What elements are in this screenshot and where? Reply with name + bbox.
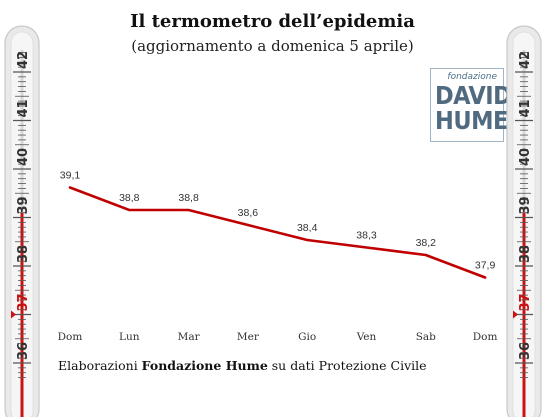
data-label: 39,1 (60, 170, 81, 182)
thermometer-left: 36 37 38 39 40 41 42 (4, 25, 40, 417)
thermometer-scale-label: 37 (16, 293, 31, 311)
data-label: 38,8 (119, 192, 140, 204)
thermometer-scale-label: 36 (518, 342, 533, 360)
series-line (68, 186, 487, 279)
data-label: 37,9 (475, 260, 496, 272)
source-credit: Elaborazioni Fondazione Hume su dati Pro… (58, 358, 427, 373)
thermometer-scale-label: 42 (16, 51, 31, 69)
credit-suffix: su dati Protezione Civile (267, 358, 427, 373)
thermometer-scale-label: 36 (16, 342, 31, 360)
x-tick-label: Ven (356, 331, 377, 343)
logo-hume-text: HUME (435, 106, 508, 135)
thermometer-scale-label: 41 (16, 99, 31, 117)
data-label: 38,4 (297, 222, 318, 234)
chart-title: Il termometro dell’epidemia (130, 11, 415, 32)
thermometer-scale-label: 39 (518, 196, 533, 214)
x-tick-label: Mar (178, 331, 201, 343)
thermometer-scale-label: 38 (16, 245, 31, 263)
thermometer-scale-label: 39 (16, 196, 31, 214)
thermometer-scale-label: 38 (518, 245, 533, 263)
data-label: 38,6 (238, 207, 259, 219)
credit-organization: Fondazione Hume (141, 358, 268, 373)
x-tick-label: Mer (237, 331, 260, 343)
thermometer-scale-label: 42 (518, 51, 533, 69)
data-label: 38,2 (416, 237, 437, 249)
x-tick-label: Lun (119, 331, 140, 343)
x-tick-label: Gio (298, 331, 316, 343)
thermometer-scale-label: 40 (518, 148, 533, 166)
fondazione-hume-logo: fondazione DAVID HUME (430, 68, 512, 142)
data-label: 38,8 (178, 192, 199, 204)
credit-prefix: Elaborazioni (58, 358, 142, 373)
thermometer-fever-marker (11, 310, 16, 319)
chart-subtitle: (aggiornamento a domenica 5 aprile) (131, 37, 414, 55)
data-label: 38,3 (356, 230, 377, 242)
x-tick-label: Sab (416, 331, 436, 343)
thermometer-right: 36 37 38 39 40 41 42 (506, 25, 542, 417)
thermometer-scale-label: 40 (16, 148, 31, 166)
x-tick-label: Dom (58, 331, 83, 343)
logo-fondazione-text: fondazione (447, 72, 497, 82)
x-tick-label: Dom (473, 331, 498, 343)
thermometer-fever-marker (513, 310, 518, 319)
thermometer-scale-label: 41 (518, 99, 533, 117)
thermometer-scale-label: 37 (518, 293, 533, 311)
